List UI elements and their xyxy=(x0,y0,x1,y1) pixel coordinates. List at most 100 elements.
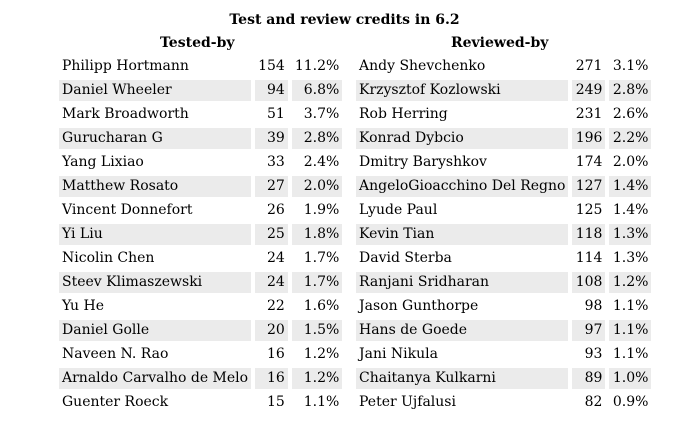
credit-count: 118 xyxy=(572,224,606,245)
credit-count: 196 xyxy=(572,128,606,149)
contributor-name: Gurucharan G xyxy=(59,128,252,149)
credit-count: 82 xyxy=(584,394,603,410)
table-row: Jani Nikula 93 1.1% xyxy=(356,344,651,365)
credit-count: 39 xyxy=(255,128,288,149)
credit-percent: 1.2% xyxy=(291,368,343,389)
credit-percent: 1.5% xyxy=(291,320,343,341)
table-row: Daniel Wheeler 94 6.8% xyxy=(59,80,343,101)
reviewed-by-table: Andy Shevchenko 271 3.1% Krzysztof Kozlowsk… xyxy=(356,53,652,416)
contributor-name: Daniel Wheeler xyxy=(59,80,252,101)
credit-percent: 1.2% xyxy=(303,346,340,362)
tested-by-table: Philipp Hortmann 154 11.2% Daniel Wheeler 94… xyxy=(59,53,343,416)
credit-percent: 1.0% xyxy=(609,368,652,389)
credit-percent: 1.9% xyxy=(303,202,340,218)
credit-count: 16 xyxy=(267,346,285,362)
contributor-name: David Sterba xyxy=(359,250,452,266)
reviewed-by-heading: Reviewed-by xyxy=(451,35,549,51)
credit-count: 154 xyxy=(258,58,285,74)
contributor-name: Rob Herring xyxy=(359,106,448,122)
contributor-name: Naveen N. Rao xyxy=(62,346,169,362)
table-row: Hans de Goede 97 1.1% xyxy=(356,320,652,341)
credit-count: 22 xyxy=(267,298,285,314)
contributor-name: Yi Liu xyxy=(59,224,252,245)
table-row: Lyude Paul 125 1.4% xyxy=(356,200,651,221)
contributor-name: Guenter Roeck xyxy=(62,394,169,410)
credit-count: 231 xyxy=(575,106,603,122)
table-row: Ranjani Sridharan 108 1.2% xyxy=(356,272,652,293)
page-title: Test and review credits in 6.2 xyxy=(229,12,460,28)
table-row: Naveen N. Rao 16 1.2% xyxy=(59,344,342,365)
table-row: Chaitanya Kulkarni 89 1.0% xyxy=(356,368,652,389)
contributor-name: Hans de Goede xyxy=(356,320,569,341)
credit-percent: 2.0% xyxy=(612,154,649,170)
credit-count: 93 xyxy=(584,346,603,362)
contributor-name: Vincent Donnefort xyxy=(62,202,193,218)
credit-count: 94 xyxy=(255,80,288,101)
credit-count: 97 xyxy=(572,320,606,341)
table-row: Mark Broadworth 51 3.7% xyxy=(59,104,342,125)
table-row: Steev Klimaszewski 24 1.7% xyxy=(59,272,343,293)
contributor-name: Matthew Rosato xyxy=(59,176,252,197)
credit-count: 26 xyxy=(267,202,285,218)
contributor-name: Jason Gunthorpe xyxy=(359,298,479,314)
credit-count: 249 xyxy=(572,80,606,101)
table-row: Nicolin Chen 24 1.7% xyxy=(59,248,342,269)
credit-percent: 1.3% xyxy=(612,250,649,266)
credit-percent: 1.1% xyxy=(612,298,649,314)
credit-percent: 1.3% xyxy=(609,224,652,245)
credit-percent: 6.8% xyxy=(291,80,343,101)
credit-percent: 2.0% xyxy=(291,176,343,197)
credit-count: 24 xyxy=(255,272,288,293)
table-row: Matthew Rosato 27 2.0% xyxy=(59,176,343,197)
contributor-name: Dmitry Baryshkov xyxy=(359,154,487,170)
contributor-name: Daniel Golle xyxy=(59,320,252,341)
credit-percent: 3.7% xyxy=(303,106,340,122)
contributor-name: Kevin Tian xyxy=(356,224,569,245)
credit-count: 33 xyxy=(267,154,285,170)
contributor-name: Yu He xyxy=(62,298,104,314)
credit-count: 174 xyxy=(575,154,603,170)
credit-count: 24 xyxy=(267,250,285,266)
contributor-name: Lyude Paul xyxy=(359,202,438,218)
credit-percent: 1.1% xyxy=(303,394,340,410)
credit-count: 51 xyxy=(267,106,285,122)
table-row: David Sterba 114 1.3% xyxy=(356,248,651,269)
contributor-name: Jani Nikula xyxy=(359,346,438,362)
table-row: Krzysztof Kozlowski 249 2.8% xyxy=(356,80,652,101)
contributor-name: Krzysztof Kozlowski xyxy=(356,80,569,101)
credit-percent: 1.4% xyxy=(609,176,652,197)
credit-percent: 2.6% xyxy=(612,106,649,122)
table-row: Konrad Dybcio 196 2.2% xyxy=(356,128,652,149)
table-row: Arnaldo Carvalho de Melo 16 1.2% xyxy=(59,368,343,389)
credit-percent: 1.1% xyxy=(609,320,652,341)
table-row: Rob Herring 231 2.6% xyxy=(356,104,651,125)
table-row: Daniel Golle 20 1.5% xyxy=(59,320,343,341)
contributor-name: Philipp Hortmann xyxy=(62,58,189,74)
credit-count: 271 xyxy=(575,58,603,74)
credit-percent: 2.2% xyxy=(609,128,652,149)
table-row: Jason Gunthorpe 98 1.1% xyxy=(356,296,651,317)
credit-count: 20 xyxy=(255,320,288,341)
table-row: Vincent Donnefort 26 1.9% xyxy=(59,200,342,221)
contributor-name: Steev Klimaszewski xyxy=(59,272,252,293)
credit-count: 98 xyxy=(584,298,603,314)
table-row: Andy Shevchenko 271 3.1% xyxy=(356,56,651,77)
credit-percent: 1.1% xyxy=(612,346,649,362)
contributor-name: Nicolin Chen xyxy=(62,250,155,266)
credit-count: 127 xyxy=(572,176,606,197)
contributor-name: Arnaldo Carvalho de Melo xyxy=(59,368,252,389)
credit-percent: 1.6% xyxy=(303,298,340,314)
credit-percent: 2.4% xyxy=(303,154,340,170)
credit-percent: 1.7% xyxy=(291,272,343,293)
credit-count: 89 xyxy=(572,368,606,389)
table-row: Kevin Tian 118 1.3% xyxy=(356,224,652,245)
contributor-name: Mark Broadworth xyxy=(62,106,189,122)
tested-by-heading: Tested-by xyxy=(160,35,235,51)
table-row: Dmitry Baryshkov 174 2.0% xyxy=(356,152,651,173)
contributor-name: Chaitanya Kulkarni xyxy=(356,368,569,389)
table-row: AngeloGioacchino Del Regno 127 1.4% xyxy=(356,176,652,197)
contributor-name: Andy Shevchenko xyxy=(359,58,486,74)
credit-count: 108 xyxy=(572,272,606,293)
contributor-name: Yang Lixiao xyxy=(62,154,144,170)
credit-count: 27 xyxy=(255,176,288,197)
